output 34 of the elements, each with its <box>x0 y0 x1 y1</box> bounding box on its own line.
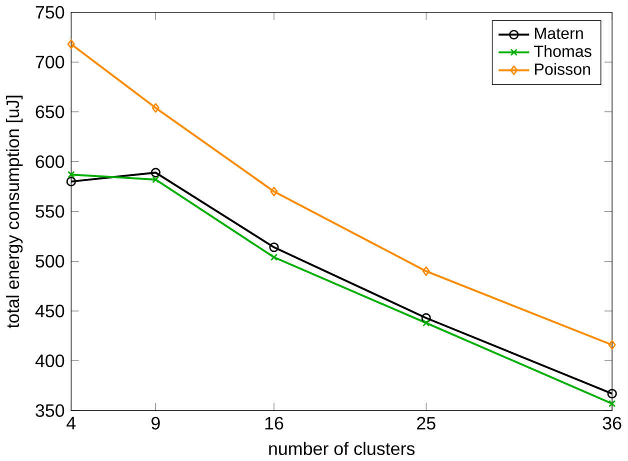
point <box>608 400 616 408</box>
point <box>422 319 430 327</box>
point <box>152 103 160 113</box>
y-tick-label: 550 <box>36 205 64 218</box>
legend-label: Thomas <box>534 45 592 57</box>
x-axis-title: number of clusters <box>269 442 415 456</box>
point <box>422 266 430 276</box>
x-tick-label: 4 <box>66 416 76 430</box>
point <box>421 313 431 323</box>
x-tick-label: 9 <box>152 416 160 430</box>
point <box>269 242 279 252</box>
y-tick-label: 700 <box>36 56 64 68</box>
y-tick-label: 750 <box>36 6 64 19</box>
point <box>152 176 160 184</box>
point <box>68 170 75 178</box>
x-tick-label: 25 <box>417 416 436 430</box>
point <box>270 254 278 261</box>
point <box>608 340 616 350</box>
point <box>67 39 75 49</box>
y-tick-label: 350 <box>36 404 64 417</box>
point <box>66 176 76 186</box>
y-tick-label: 650 <box>36 106 64 118</box>
legend-label: Poisson <box>535 63 590 75</box>
y-tick-label: 500 <box>36 254 64 268</box>
x-tick-label: 36 <box>602 416 622 430</box>
y-tick-label: 600 <box>36 155 64 168</box>
point <box>150 168 161 178</box>
point <box>270 186 278 196</box>
point <box>607 388 617 398</box>
x-tick-label: 16 <box>265 416 284 430</box>
y-tick-label: 400 <box>35 354 64 368</box>
legend-label: Matern <box>535 28 583 40</box>
y-axis-title: total energy consumption [uJ] <box>6 96 23 328</box>
y-tick-label: 450 <box>35 304 64 318</box>
